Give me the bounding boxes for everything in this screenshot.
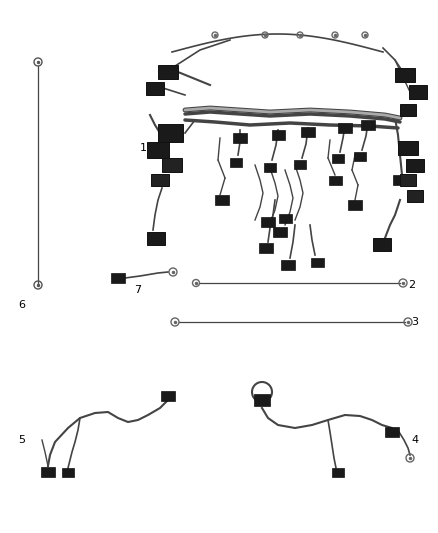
Bar <box>264 163 276 172</box>
Bar <box>361 120 375 130</box>
Text: 6: 6 <box>18 300 25 310</box>
Bar <box>62 467 74 477</box>
Bar <box>230 157 242 166</box>
Bar <box>233 133 247 143</box>
Bar <box>254 394 270 406</box>
Bar <box>261 217 275 227</box>
Bar <box>111 273 125 283</box>
Bar <box>162 158 182 172</box>
Text: 5: 5 <box>18 435 25 445</box>
Bar <box>354 151 366 160</box>
Bar <box>400 104 416 116</box>
Bar <box>409 85 427 99</box>
Bar <box>407 190 423 202</box>
Bar <box>332 467 344 477</box>
Bar <box>158 124 183 142</box>
Bar <box>146 82 164 94</box>
Bar <box>398 141 418 155</box>
Bar <box>151 174 169 186</box>
Text: 4: 4 <box>411 435 419 445</box>
Bar <box>294 159 306 168</box>
Bar <box>281 260 295 270</box>
Bar <box>338 123 352 133</box>
Text: 7: 7 <box>134 285 141 295</box>
Bar <box>406 158 424 172</box>
Bar <box>395 68 415 82</box>
Bar <box>393 175 407 185</box>
Bar <box>158 65 178 79</box>
Bar <box>328 175 342 184</box>
Bar <box>41 467 55 477</box>
Bar <box>279 214 292 222</box>
Bar <box>385 427 399 437</box>
Text: 2: 2 <box>409 280 416 290</box>
Bar <box>147 142 169 158</box>
Text: 1: 1 <box>139 143 146 153</box>
Bar <box>373 238 391 251</box>
Bar <box>215 195 229 205</box>
Bar <box>273 227 287 237</box>
Bar <box>161 391 175 401</box>
Bar <box>348 200 362 210</box>
Text: 3: 3 <box>411 317 418 327</box>
Bar <box>301 127 315 137</box>
Bar <box>400 174 416 186</box>
Bar <box>147 231 165 245</box>
Bar <box>332 154 344 163</box>
Bar <box>259 243 273 253</box>
Bar <box>272 130 285 140</box>
Bar <box>311 257 324 266</box>
